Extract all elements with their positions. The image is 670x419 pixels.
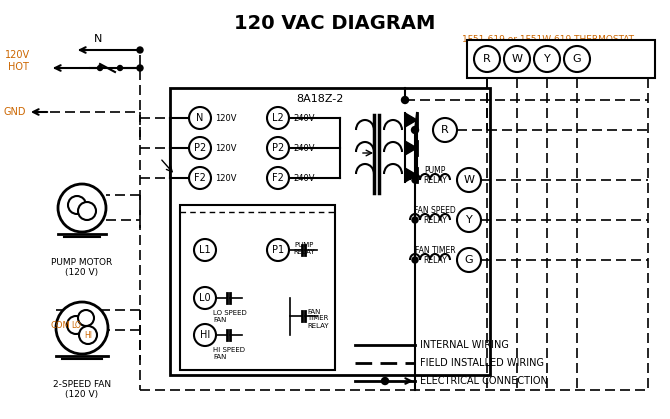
Circle shape bbox=[56, 302, 108, 354]
Bar bbox=[467, 40, 655, 78]
Text: W: W bbox=[511, 54, 523, 64]
Circle shape bbox=[267, 137, 289, 159]
Text: LO SPEED
FAN: LO SPEED FAN bbox=[213, 310, 247, 323]
Text: R: R bbox=[441, 125, 449, 135]
Circle shape bbox=[194, 324, 216, 346]
Text: 2-SPEED FAN
(120 V): 2-SPEED FAN (120 V) bbox=[53, 380, 111, 399]
Text: FAN
TIMER
RELAY: FAN TIMER RELAY bbox=[307, 308, 328, 328]
Circle shape bbox=[189, 107, 211, 129]
Bar bbox=[180, 205, 335, 370]
Text: HI: HI bbox=[84, 331, 92, 339]
Text: PUMP
RELAY: PUMP RELAY bbox=[423, 166, 447, 185]
Circle shape bbox=[534, 46, 560, 72]
Text: HI SPEED
FAN: HI SPEED FAN bbox=[213, 347, 245, 360]
Circle shape bbox=[98, 65, 103, 70]
Circle shape bbox=[68, 196, 86, 214]
Circle shape bbox=[78, 202, 96, 220]
Circle shape bbox=[412, 177, 418, 183]
Text: GND: GND bbox=[4, 107, 26, 117]
Text: L2: L2 bbox=[272, 113, 284, 123]
Text: P2: P2 bbox=[194, 143, 206, 153]
Circle shape bbox=[194, 239, 216, 261]
Text: W: W bbox=[464, 175, 474, 185]
Text: 120 VAC DIAGRAM: 120 VAC DIAGRAM bbox=[234, 14, 436, 33]
Circle shape bbox=[194, 287, 216, 309]
Circle shape bbox=[67, 316, 85, 334]
Text: 120V: 120V bbox=[5, 50, 31, 60]
Circle shape bbox=[267, 239, 289, 261]
Text: LO: LO bbox=[71, 321, 81, 329]
Circle shape bbox=[381, 378, 389, 385]
Circle shape bbox=[564, 46, 590, 72]
Circle shape bbox=[137, 47, 143, 53]
Polygon shape bbox=[405, 141, 417, 155]
Text: HOT: HOT bbox=[7, 62, 28, 72]
Circle shape bbox=[117, 65, 123, 70]
Text: N: N bbox=[94, 34, 103, 44]
Circle shape bbox=[433, 118, 457, 142]
Text: FIELD INSTALLED WIRING: FIELD INSTALLED WIRING bbox=[420, 358, 544, 368]
Text: G: G bbox=[573, 54, 582, 64]
Circle shape bbox=[137, 65, 143, 71]
Text: R: R bbox=[483, 54, 491, 64]
Circle shape bbox=[58, 184, 106, 232]
Text: COM: COM bbox=[50, 321, 70, 331]
Circle shape bbox=[189, 167, 211, 189]
Circle shape bbox=[504, 46, 530, 72]
Text: PUMP MOTOR
(120 V): PUMP MOTOR (120 V) bbox=[52, 258, 113, 277]
Text: F2: F2 bbox=[272, 173, 284, 183]
Circle shape bbox=[78, 310, 94, 326]
Text: FAN SPEED
RELAY: FAN SPEED RELAY bbox=[414, 206, 456, 225]
Bar bbox=[170, 88, 490, 375]
Text: FAN TIMER
RELAY: FAN TIMER RELAY bbox=[415, 246, 456, 265]
Text: Y: Y bbox=[543, 54, 550, 64]
Text: 120V: 120V bbox=[215, 143, 237, 153]
Text: 1F51-619 or 1F51W-619 THERMOSTAT: 1F51-619 or 1F51W-619 THERMOSTAT bbox=[462, 35, 634, 44]
Text: HI: HI bbox=[200, 330, 210, 340]
Circle shape bbox=[412, 217, 418, 223]
Text: N: N bbox=[196, 113, 204, 123]
Text: INTERNAL WIRING: INTERNAL WIRING bbox=[420, 340, 509, 350]
Circle shape bbox=[267, 167, 289, 189]
Polygon shape bbox=[405, 113, 417, 127]
Circle shape bbox=[457, 248, 481, 272]
Circle shape bbox=[474, 46, 500, 72]
Text: G: G bbox=[465, 255, 473, 265]
Polygon shape bbox=[405, 168, 417, 182]
Text: F2: F2 bbox=[194, 173, 206, 183]
Circle shape bbox=[189, 137, 211, 159]
Text: Y: Y bbox=[466, 215, 472, 225]
Text: L0: L0 bbox=[199, 293, 211, 303]
Circle shape bbox=[411, 127, 419, 134]
Circle shape bbox=[457, 168, 481, 192]
Circle shape bbox=[457, 208, 481, 232]
Text: P2: P2 bbox=[272, 143, 284, 153]
Text: 120V: 120V bbox=[215, 173, 237, 183]
Text: P1: P1 bbox=[272, 245, 284, 255]
Text: 120V: 120V bbox=[215, 114, 237, 122]
Circle shape bbox=[267, 107, 289, 129]
Text: 240V: 240V bbox=[293, 143, 314, 153]
Text: ELECTRICAL CONNECTION: ELECTRICAL CONNECTION bbox=[420, 376, 548, 386]
Text: 8A18Z-2: 8A18Z-2 bbox=[296, 94, 344, 104]
Text: L1: L1 bbox=[199, 245, 211, 255]
Circle shape bbox=[412, 257, 418, 263]
Text: 240V: 240V bbox=[293, 114, 314, 122]
Text: 240V: 240V bbox=[293, 173, 314, 183]
Text: PUMP
RELAY: PUMP RELAY bbox=[293, 242, 315, 255]
Circle shape bbox=[79, 326, 97, 344]
Circle shape bbox=[401, 96, 409, 103]
